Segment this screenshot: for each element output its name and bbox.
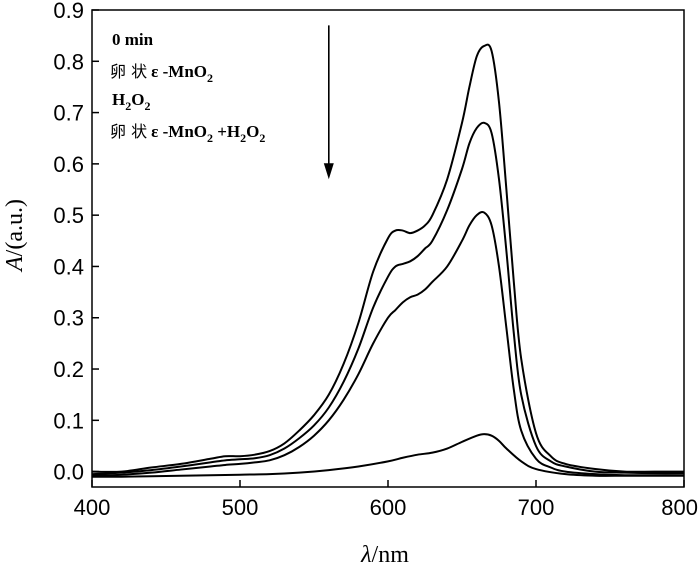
legend-entry-4-cjk: 卵 状 [110, 122, 147, 141]
y-tick-label: 0.3 [53, 306, 84, 331]
y-axis-symbol: A [2, 256, 28, 273]
y-tick-label: 0.2 [53, 357, 84, 382]
y-axis-label: A/(a.u.) [2, 199, 28, 273]
legend-entry-4-sub2: 2 [240, 131, 246, 145]
y-tick-label: 0.9 [53, 0, 84, 23]
series-lines [91, 43, 685, 478]
legend-entry-4-plus: +H [213, 122, 240, 141]
legend-entry-3-o: O [131, 90, 144, 109]
y-tick-label: 0.1 [53, 408, 84, 433]
x-axis-symbol: λ [360, 542, 371, 568]
legend-entry-3-sub2: 2 [144, 99, 150, 113]
legend-entry-4-sub1: 2 [207, 131, 213, 145]
x-tick-label: 800 [661, 495, 698, 520]
axis-ticks [91, 9, 685, 487]
y-tick-label: 0.8 [53, 49, 84, 74]
legend-entry-1: 0 min [112, 30, 154, 49]
series-line-3 [91, 210, 684, 477]
legend-entry-3-sub1: 2 [125, 99, 131, 113]
x-tick-label: 400 [74, 495, 111, 520]
legend-entry-2-sub: 2 [207, 71, 213, 85]
legend-entry-3-h: H [112, 90, 125, 109]
y-tick-label: 0.6 [53, 152, 84, 177]
x-tick-label: 600 [370, 495, 407, 520]
y-axis-unit: /(a.u.) [2, 199, 28, 256]
plot-frame [91, 9, 685, 488]
y-tick-label: 0.4 [53, 254, 84, 279]
x-tick-label: 500 [222, 495, 259, 520]
y-tick-label: 0.0 [53, 460, 84, 485]
series-line-2 [91, 121, 685, 476]
arrow-head [323, 163, 334, 180]
series-line-4 [91, 433, 684, 478]
x-tick-label: 700 [518, 495, 555, 520]
y-tick-label: 0.7 [53, 101, 84, 126]
legend-entry-2-main: ε -MnO [151, 62, 207, 81]
axis-tick-labels: 400 500 600 700 800 0.0 0.1 0.2 0.3 0.4 0.5 0.6 0.7 0… [53, 0, 698, 520]
legend-entry-4-o: O [246, 122, 259, 141]
legend-entry-3: H2O2 [112, 90, 150, 113]
x-axis-label: λ/nm [360, 542, 409, 568]
x-axis-unit: /nm [372, 542, 410, 568]
legend-entry-4-main: ε -MnO [151, 122, 207, 141]
legend-entry-4-sub3: 2 [259, 131, 265, 145]
decrease-arrow [323, 25, 334, 180]
legend-entry-2-cjk: 卵 状 [110, 62, 147, 81]
y-tick-label: 0.5 [53, 203, 84, 228]
series-line-1 [91, 43, 684, 473]
